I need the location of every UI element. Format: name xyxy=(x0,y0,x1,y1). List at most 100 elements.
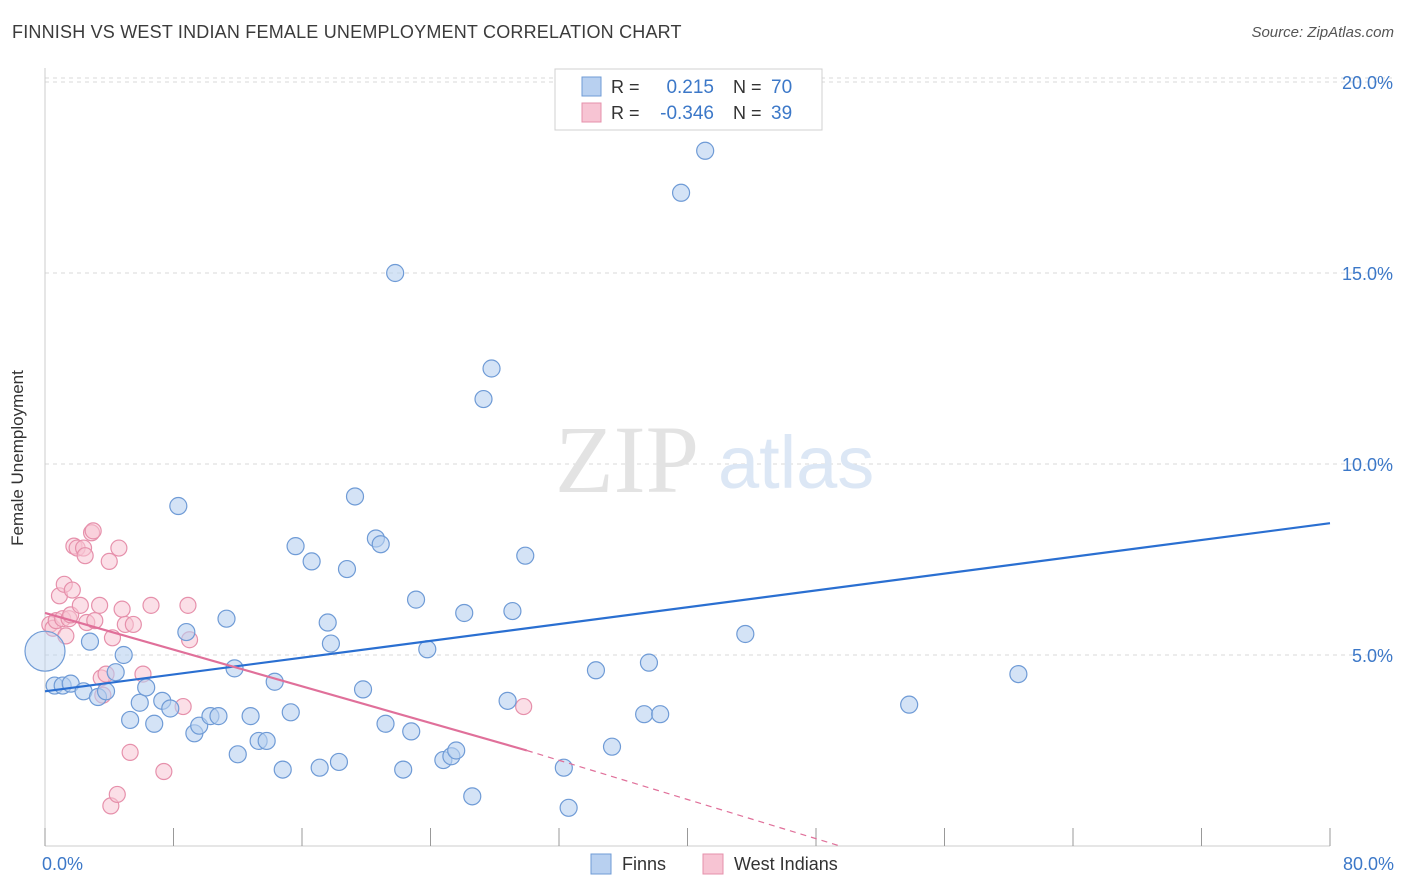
finns-point xyxy=(376,714,395,733)
finns-point xyxy=(447,741,466,760)
west-indians-point xyxy=(142,596,160,614)
finns-point xyxy=(145,714,164,733)
finns-point xyxy=(900,695,919,714)
west-indians-point xyxy=(100,552,118,571)
finns-point xyxy=(736,624,755,644)
y-tick-label: 15.0% xyxy=(1342,264,1393,284)
y-tick-label: 5.0% xyxy=(1352,646,1393,666)
finns-point xyxy=(281,703,300,722)
finns-point xyxy=(114,645,133,665)
finns-point xyxy=(559,798,578,817)
west-indians-point xyxy=(515,697,533,716)
west-indians-point xyxy=(121,743,139,762)
finns-point xyxy=(696,141,715,160)
finns-point xyxy=(635,705,654,724)
finns-trend-line xyxy=(44,522,1331,693)
legend-bottom-finns-label: Finns xyxy=(622,854,666,874)
trend-lines xyxy=(44,522,1331,847)
finns-point xyxy=(554,758,573,777)
finns-point xyxy=(228,745,247,764)
gridlines xyxy=(45,77,1392,656)
finns-point xyxy=(371,535,390,554)
y-tick-label: 20.0% xyxy=(1342,73,1393,93)
west-indians-trend-line xyxy=(44,611,528,752)
west-indians-point xyxy=(63,581,81,599)
finns-point xyxy=(302,552,321,571)
legend-bottom: Finns West Indians xyxy=(590,853,838,875)
finns-point xyxy=(273,760,292,779)
y-tick-labels: 5.0% 10.0% 15.0% 20.0% xyxy=(1342,73,1393,666)
finns-point xyxy=(96,682,116,701)
finns-point xyxy=(161,699,180,718)
finns-point xyxy=(345,487,365,506)
west-indians-point xyxy=(86,612,104,630)
finns-point xyxy=(209,707,228,726)
legend-wi-r-value: -0.346 xyxy=(660,103,714,124)
finns-point xyxy=(137,678,156,697)
finns-point xyxy=(418,640,437,659)
legend-wi-n-label: N = xyxy=(733,103,762,123)
legend-finns-r-label: R = xyxy=(611,77,640,97)
finns-point xyxy=(318,613,337,632)
finns-point xyxy=(394,760,413,779)
legend-bottom-finns-swatch xyxy=(590,853,612,875)
finns-point xyxy=(1009,664,1028,684)
finns-point xyxy=(121,710,140,730)
legend-bottom-wi-swatch xyxy=(702,853,724,875)
west-indians-point xyxy=(179,596,197,614)
legend-bottom-wi-label: West Indians xyxy=(734,854,838,874)
finns-point xyxy=(217,609,236,628)
finns-point xyxy=(257,731,276,751)
finns-point xyxy=(177,622,196,642)
west-indians-point xyxy=(76,547,94,565)
west-indians-point xyxy=(124,615,142,634)
finns-point xyxy=(337,559,357,579)
x-tick-labels: 0.0% 80.0% xyxy=(42,854,1394,874)
chart-title: FINNISH VS WEST INDIAN FEMALE UNEMPLOYME… xyxy=(12,22,682,42)
finns-point xyxy=(586,661,606,680)
legend-finns-swatch xyxy=(581,76,602,97)
source-label: Source: ZipAtlas.com xyxy=(1251,24,1394,41)
finns-points xyxy=(24,141,1028,817)
finns-point xyxy=(169,496,188,516)
finns-point xyxy=(402,722,421,741)
legend-finns-n-label: N = xyxy=(733,77,762,97)
legend-top: R = 0.215 N = 70 R = -0.346 N = 39 xyxy=(554,68,823,131)
west-indians-point xyxy=(113,600,131,618)
x-tick-label: 0.0% xyxy=(42,854,83,874)
finns-point xyxy=(286,537,305,556)
finns-point xyxy=(24,630,66,672)
finns-point xyxy=(386,263,405,283)
finns-point xyxy=(106,663,125,682)
y-tick-label: 10.0% xyxy=(1342,455,1393,475)
finns-point xyxy=(130,693,149,712)
finns-point xyxy=(474,389,493,409)
west-indians-trend-extension xyxy=(526,749,841,847)
finns-point xyxy=(406,590,426,609)
finns-point xyxy=(80,632,100,651)
finns-point xyxy=(463,787,482,806)
west-indians-point xyxy=(91,596,109,614)
finns-point xyxy=(241,707,260,726)
finns-point xyxy=(310,758,329,777)
legend-wi-n-value: 39 xyxy=(771,103,792,124)
finns-point xyxy=(639,653,659,672)
west-indians-point xyxy=(155,762,173,781)
axes xyxy=(44,68,1331,847)
finns-point xyxy=(498,691,517,710)
watermark: ZIP atlas xyxy=(555,406,874,513)
west-indians-point xyxy=(84,522,102,540)
finns-point xyxy=(353,680,373,699)
finns-point xyxy=(516,546,535,565)
watermark-atlas: atlas xyxy=(718,421,874,504)
finns-point xyxy=(671,183,691,202)
finns-point xyxy=(482,359,501,378)
finns-point xyxy=(329,752,349,772)
legend-finns-n-value: 70 xyxy=(771,77,792,98)
finns-point xyxy=(321,634,341,653)
legend-finns-r-value: 0.215 xyxy=(666,77,714,98)
legend-wi-swatch xyxy=(581,102,602,123)
legend-wi-r-label: R = xyxy=(611,103,640,123)
watermark-zip: ZIP xyxy=(555,406,699,513)
